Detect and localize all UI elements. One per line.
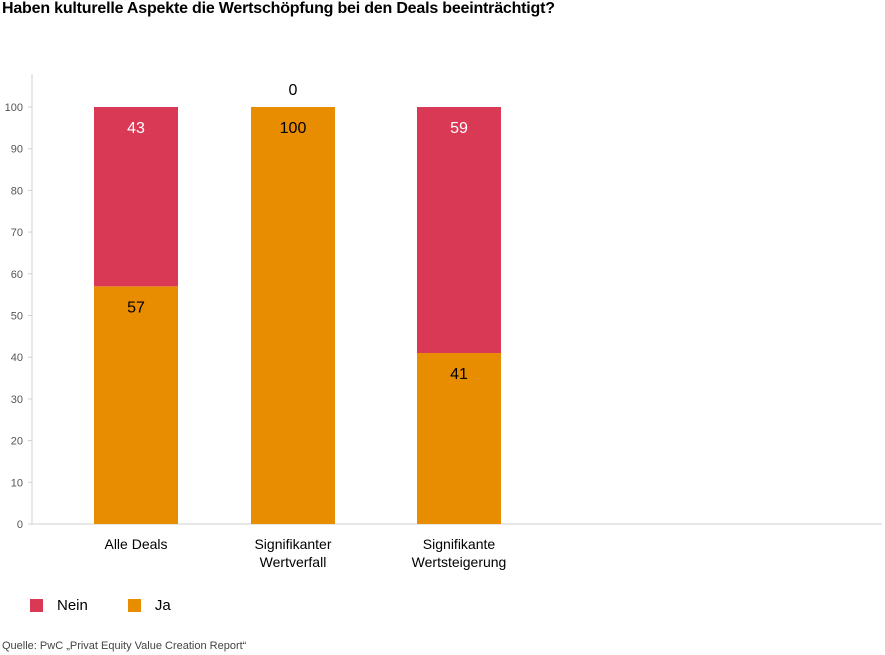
y-tick-label-40: 40 [11, 352, 23, 364]
y-tick-label-20: 20 [11, 436, 23, 448]
legend-swatch-nein [30, 599, 43, 612]
stacked-bar-chart: 0 10 20 30 40 50 60 70 80 90 100 57 43 Alle Deals 100 0… [5, 74, 882, 570]
y-tick-label-70: 70 [11, 227, 23, 239]
legend-swatch-ja [127, 599, 141, 612]
x-tick-label-2-0: Signifikante [423, 536, 496, 552]
data-label-ja-0: 57 [127, 299, 145, 316]
data-label-ja-1: 100 [280, 120, 307, 137]
data-label-nein-0: 43 [127, 120, 145, 137]
bar-nein-0 [94, 107, 178, 287]
data-label-nein-1: 0 [289, 82, 298, 99]
bar-ja-1 [251, 107, 335, 524]
source-note: Quelle: PwC „Privat Equity Value Creatio… [2, 640, 247, 652]
x-tick-label-1-1: Wertverfall [260, 554, 327, 570]
y-tick-label-50: 50 [11, 311, 23, 323]
data-label-ja-2: 41 [450, 366, 468, 383]
y-tick-label-60: 60 [11, 269, 23, 281]
y-tick-label-30: 30 [11, 394, 23, 406]
y-tick-label-90: 90 [11, 144, 23, 156]
x-tick-label-1-0: Signifikanter [254, 536, 331, 552]
chart-title: Haben kulturelle Aspekte die Wertschöpfu… [2, 0, 555, 17]
y-tick-label-0: 0 [17, 519, 23, 531]
legend-item-ja: Ja [127, 597, 171, 614]
y-tick-label-100: 100 [5, 102, 23, 114]
y-tick-label-80: 80 [11, 185, 23, 197]
legend-item-nein: Nein [30, 597, 88, 614]
legend-label-nein: Nein [57, 597, 88, 614]
bar-ja-0 [94, 286, 178, 524]
y-tick-label-10: 10 [11, 477, 23, 489]
x-tick-label-2-1: Wertsteigerung [412, 554, 507, 570]
data-label-nein-2: 59 [450, 120, 468, 137]
x-tick-label-0-0: Alle Deals [104, 536, 167, 552]
bar-nein-2 [417, 107, 501, 354]
legend-label-ja: Ja [154, 597, 171, 614]
bar-ja-2 [417, 353, 501, 524]
chart-legend: Nein Ja [30, 597, 211, 614]
